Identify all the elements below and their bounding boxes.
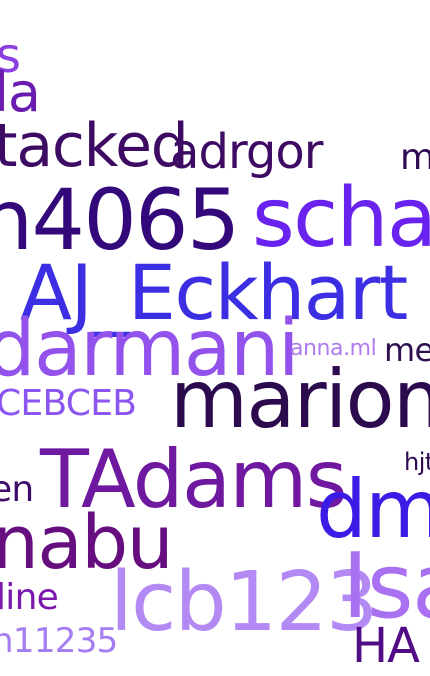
word-darmani: darmani <box>0 304 300 394</box>
word-schar: schar <box>252 171 430 266</box>
word-dm: dm <box>316 463 430 556</box>
word-anna-ml: anna.ml <box>290 336 377 361</box>
word-tacked: tacked <box>0 111 189 181</box>
word-aj-eckhart: AJ_Eckhart <box>20 248 408 337</box>
word-tadams: TAdams <box>40 433 347 526</box>
word-la: la <box>0 61 41 124</box>
word-ha: HA <box>352 618 420 674</box>
word-lcb123: lcb123 <box>110 555 378 650</box>
word-s: s <box>0 28 21 84</box>
word-hjt: hjt <box>404 448 430 476</box>
word-n11235: n11235 <box>0 621 118 661</box>
word-n4065: n4065 <box>0 171 240 269</box>
word-line: line <box>0 577 59 618</box>
word-adrgor: adrgor <box>170 124 324 180</box>
word-m: m <box>400 137 430 178</box>
word-nabu: nabu <box>0 500 174 586</box>
word-cebceb: CEBCEB <box>0 383 137 424</box>
word-mariom: mariom <box>170 353 430 446</box>
word-me: me <box>384 331 430 369</box>
word-isa: Isa <box>342 534 430 639</box>
word-en: en <box>0 469 34 510</box>
